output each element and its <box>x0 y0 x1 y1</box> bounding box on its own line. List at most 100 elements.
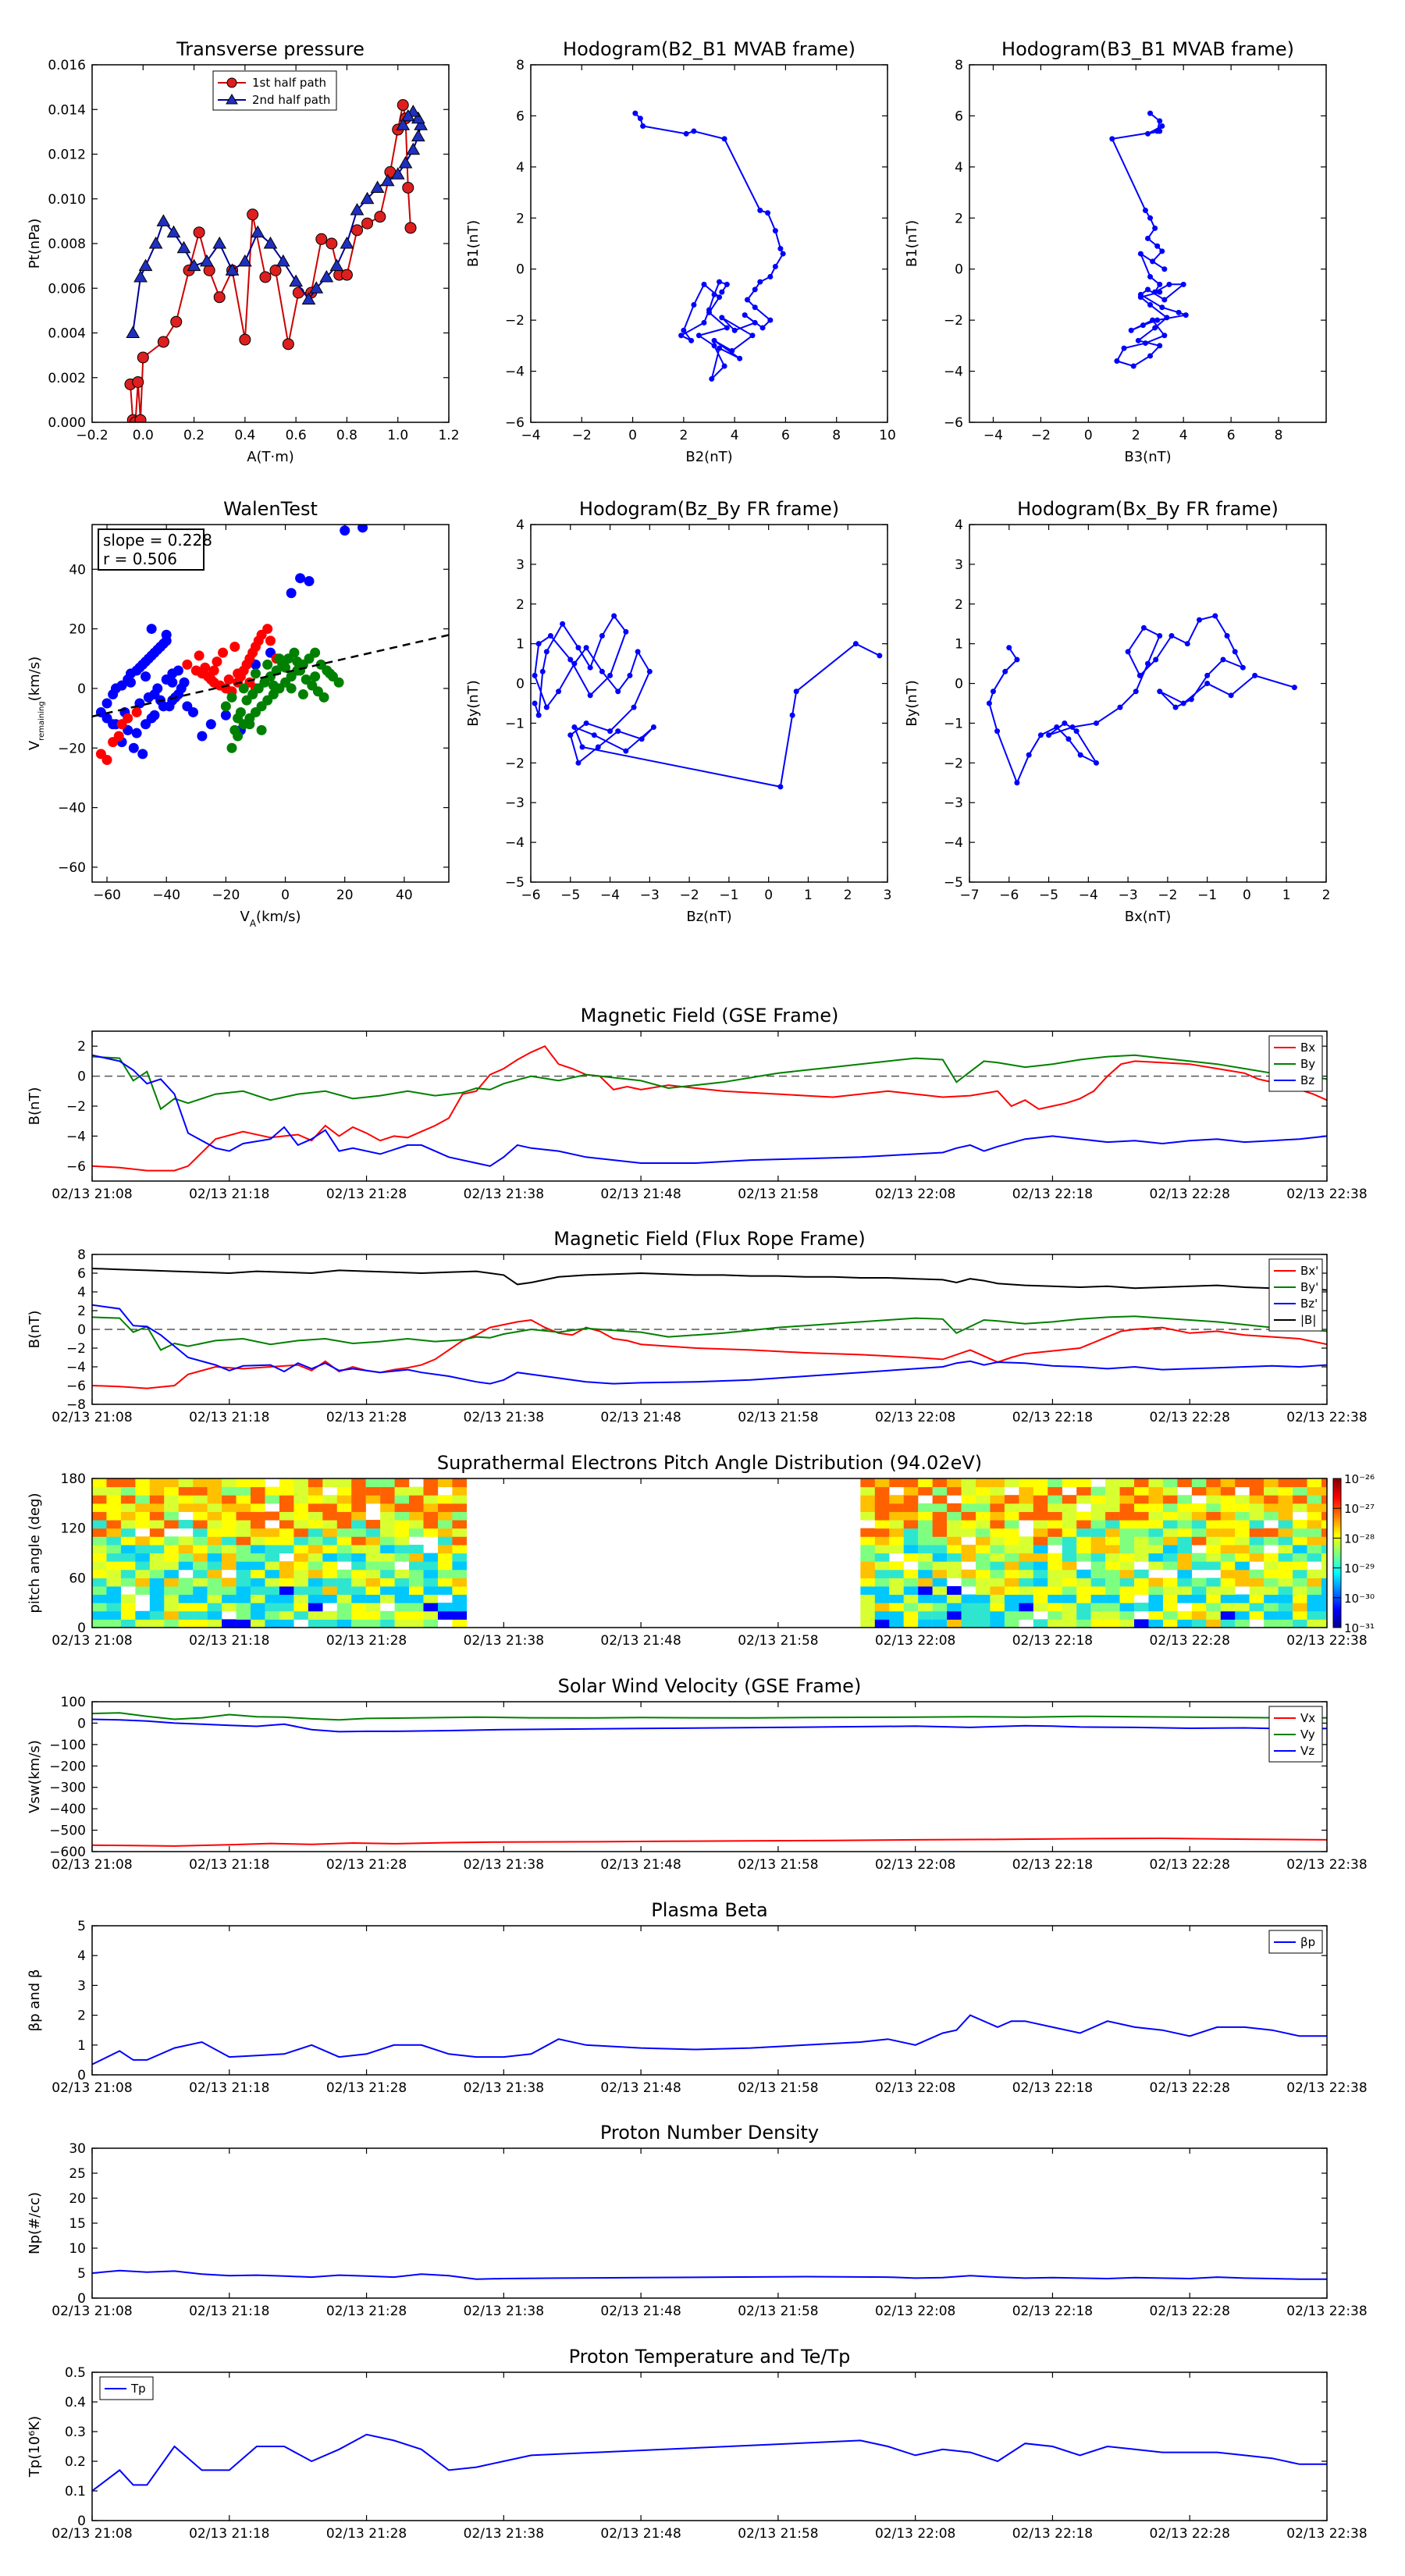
x-tick-label: 2 <box>1322 888 1331 903</box>
heat-cell <box>1191 1478 1207 1488</box>
heat-cell <box>1033 1544 1048 1553</box>
data-point <box>1157 118 1163 124</box>
heat-cell <box>293 1503 309 1512</box>
heat-cell <box>437 1610 453 1620</box>
heat-cell <box>918 1610 933 1620</box>
heat-cell <box>1177 1536 1193 1546</box>
x-tick-label: −5 <box>1039 888 1058 903</box>
data-point <box>286 683 297 694</box>
heat-cell <box>178 1585 194 1596</box>
heat-cell <box>903 1569 919 1578</box>
heat-cell <box>1162 1528 1178 1537</box>
legend-label: Bz <box>1300 1073 1314 1087</box>
heat-cell <box>961 1486 976 1496</box>
heat-cell <box>1019 1486 1034 1496</box>
y-tick-label: 0 <box>77 2068 86 2083</box>
heat-cell <box>92 1553 107 1562</box>
data-point <box>607 728 614 735</box>
legend-label: By <box>1300 1057 1315 1071</box>
x-tick-label: 02/13 21:28 <box>326 1410 407 1425</box>
heat-cell <box>423 1553 439 1562</box>
data-point <box>986 700 992 706</box>
y-tick-label: 0.2 <box>65 2454 86 2470</box>
heat-cell <box>1148 1594 1164 1603</box>
heat-cell <box>222 1544 237 1553</box>
heat-cell <box>1278 1594 1293 1603</box>
heat-cell <box>1220 1528 1236 1537</box>
x-tick-label: −40 <box>152 888 180 903</box>
heat-cell <box>889 1610 904 1620</box>
data-point <box>1121 345 1127 351</box>
heat-cell <box>1062 1594 1077 1603</box>
heat-cell <box>293 1561 309 1571</box>
heat-cell <box>1134 1503 1149 1512</box>
heat-cell <box>1278 1619 1293 1628</box>
heat-cell <box>164 1561 179 1571</box>
heat-cell <box>251 1603 265 1612</box>
heat-cell <box>279 1520 294 1529</box>
colorbar-tick-label: 10⁻²⁶ <box>1344 1472 1375 1486</box>
heat-cell <box>976 1536 991 1546</box>
heat-cell <box>409 1603 424 1612</box>
series-line <box>92 1054 1327 1167</box>
heat-cell <box>452 1610 468 1620</box>
heat-cell <box>437 1503 453 1512</box>
heat-cell <box>1105 1561 1120 1571</box>
heat-cell <box>1033 1536 1048 1546</box>
heat-cell <box>961 1569 976 1578</box>
x-tick-label: −4 <box>600 888 620 903</box>
heat-cell <box>251 1503 265 1512</box>
plot-mag_gse: Magnetic Field (GSE Frame)02/13 21:08 02/… <box>27 1005 1368 1202</box>
heat-cell <box>236 1486 251 1496</box>
data-point <box>1142 207 1148 213</box>
data-point <box>1147 215 1154 221</box>
heat-cell <box>1264 1594 1279 1603</box>
heat-cell <box>351 1569 366 1578</box>
data-point <box>1152 225 1158 231</box>
heat-cell <box>293 1511 309 1521</box>
heat-cell <box>860 1619 875 1628</box>
heat-cell <box>889 1578 904 1587</box>
heat-cell <box>380 1486 395 1496</box>
heat-cell <box>322 1619 337 1628</box>
heat-cell <box>1321 1511 1327 1521</box>
heat-cell <box>365 1544 381 1553</box>
x-tick-label: 02/13 21:18 <box>189 1633 269 1649</box>
heat-cell <box>222 1619 237 1628</box>
data-point <box>599 668 605 674</box>
y-axis-label: pitch angle (deg) <box>27 1493 43 1613</box>
heat-cell <box>1105 1603 1120 1612</box>
heat-cell <box>1162 1478 1178 1488</box>
x-tick-label: 02/13 21:28 <box>326 2526 407 2542</box>
heat-cell <box>1293 1619 1307 1628</box>
data-point <box>176 240 191 254</box>
heat-cell <box>1278 1528 1293 1537</box>
heat-cell <box>452 1561 468 1571</box>
heat-cell <box>961 1603 976 1612</box>
data-layer <box>92 1268 1327 1389</box>
y-tick-label: 0.1 <box>65 2484 86 2500</box>
heat-cell <box>135 1610 151 1620</box>
data-point <box>374 211 386 223</box>
heat-cell <box>293 1594 309 1603</box>
heat-cell <box>452 1511 468 1521</box>
heat-cell <box>1293 1503 1307 1512</box>
heat-cell <box>1134 1495 1149 1504</box>
heat-cell <box>1004 1578 1019 1587</box>
heat-cell <box>1062 1610 1077 1620</box>
heat-cell <box>207 1536 222 1546</box>
heat-cell <box>918 1578 933 1587</box>
x-tick-label: 02/13 22:08 <box>875 1633 955 1649</box>
data-point <box>1136 672 1143 678</box>
heat-cell <box>322 1544 337 1553</box>
x-tick-label: −6 <box>521 888 540 903</box>
heat-cell <box>279 1536 294 1546</box>
heat-cell <box>976 1594 991 1603</box>
data-point <box>128 742 139 753</box>
heat-cell <box>1235 1528 1250 1537</box>
heat-cell <box>1004 1536 1019 1546</box>
x-tick-label: 02/13 22:18 <box>1012 2526 1093 2542</box>
heat-cell <box>976 1544 991 1553</box>
data-point <box>310 671 321 682</box>
y-tick-label: −20 <box>58 741 86 756</box>
